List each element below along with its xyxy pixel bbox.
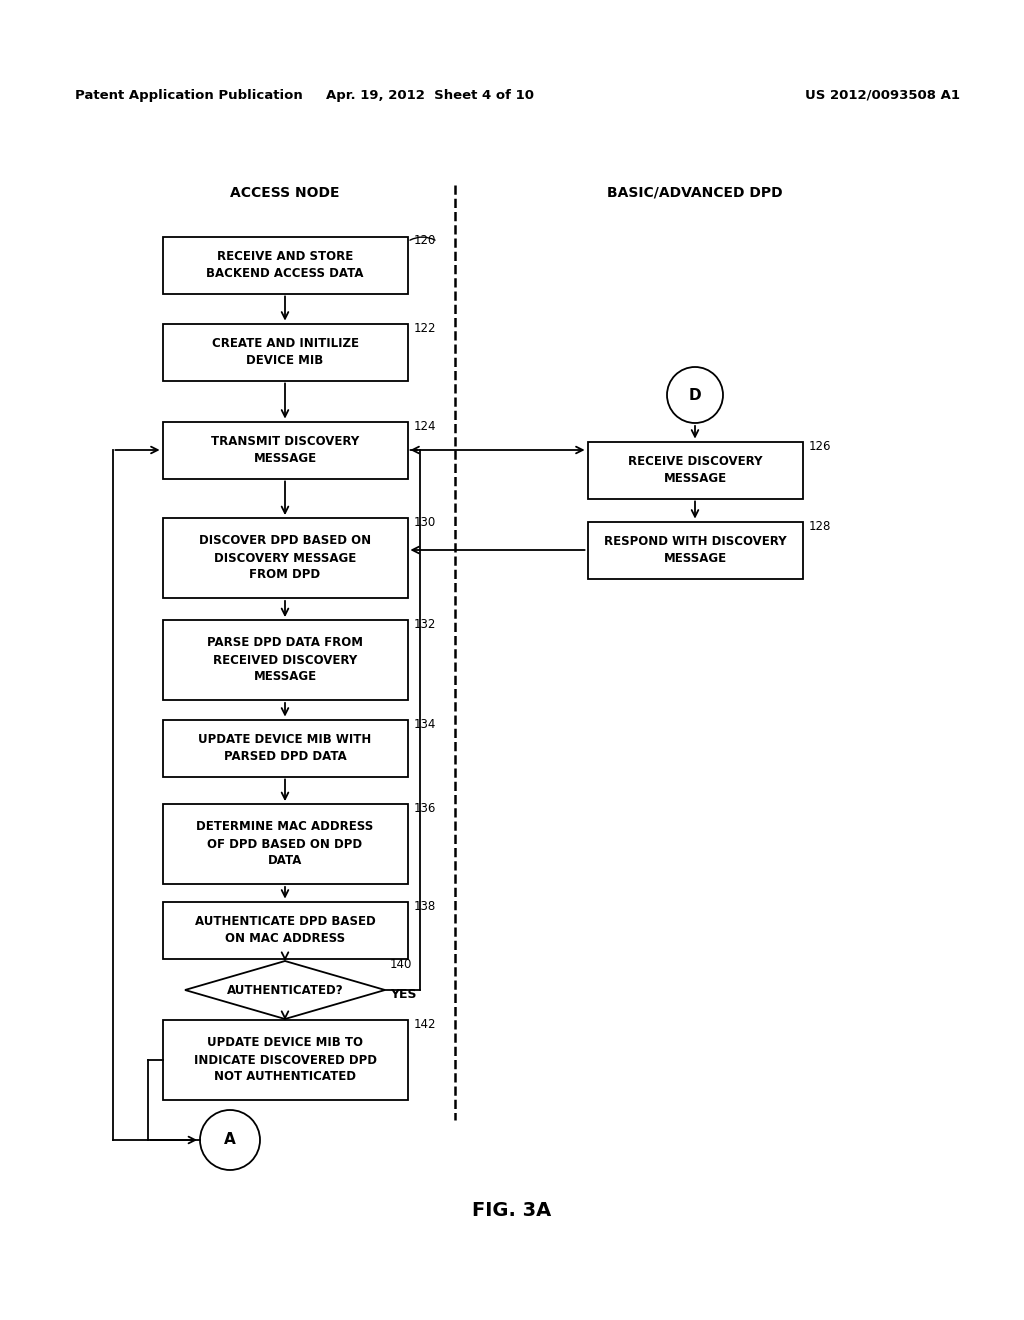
Text: ACCESS NODE: ACCESS NODE: [230, 186, 340, 201]
Bar: [163, 1020, 408, 1100]
Bar: [163, 804, 408, 884]
Text: A: A: [224, 1133, 236, 1147]
Text: 136: 136: [414, 803, 436, 814]
Text: UPDATE DEVICE MIB WITH
PARSED DPD DATA: UPDATE DEVICE MIB WITH PARSED DPD DATA: [199, 733, 372, 763]
Bar: [163, 323, 408, 380]
Bar: [163, 517, 408, 598]
Text: FIG. 3A: FIG. 3A: [472, 1200, 552, 1220]
Bar: [163, 421, 408, 479]
Text: RECEIVE DISCOVERY
MESSAGE: RECEIVE DISCOVERY MESSAGE: [628, 455, 762, 484]
Text: CREATE AND INITILIZE
DEVICE MIB: CREATE AND INITILIZE DEVICE MIB: [212, 337, 358, 367]
Circle shape: [200, 1110, 260, 1170]
Text: 132: 132: [414, 618, 436, 631]
Text: DISCOVER DPD BASED ON
DISCOVERY MESSAGE
FROM DPD: DISCOVER DPD BASED ON DISCOVERY MESSAGE …: [199, 535, 371, 582]
Text: YES: YES: [390, 989, 417, 1002]
Text: 122: 122: [414, 322, 436, 334]
Text: 140: 140: [390, 958, 413, 972]
Text: 138: 138: [414, 899, 436, 912]
Text: 126: 126: [809, 440, 831, 453]
Text: D: D: [689, 388, 701, 403]
Text: RESPOND WITH DISCOVERY
MESSAGE: RESPOND WITH DISCOVERY MESSAGE: [604, 535, 786, 565]
Text: 130: 130: [414, 516, 436, 529]
Bar: [163, 902, 408, 958]
Text: 142: 142: [414, 1018, 436, 1031]
Bar: [588, 521, 803, 578]
Text: 124: 124: [414, 420, 436, 433]
Bar: [163, 719, 408, 776]
Text: NO: NO: [264, 1027, 286, 1040]
Text: RECEIVE AND STORE
BACKEND ACCESS DATA: RECEIVE AND STORE BACKEND ACCESS DATA: [206, 249, 364, 280]
Bar: [163, 620, 408, 700]
Text: BASIC/ADVANCED DPD: BASIC/ADVANCED DPD: [607, 186, 782, 201]
Text: 120: 120: [414, 235, 436, 248]
Polygon shape: [185, 961, 385, 1019]
Text: AUTHENTICATE DPD BASED
ON MAC ADDRESS: AUTHENTICATE DPD BASED ON MAC ADDRESS: [195, 915, 376, 945]
Text: AUTHENTICATED?: AUTHENTICATED?: [226, 983, 343, 997]
Text: Apr. 19, 2012  Sheet 4 of 10: Apr. 19, 2012 Sheet 4 of 10: [326, 88, 534, 102]
Text: UPDATE DEVICE MIB TO
INDICATE DISCOVERED DPD
NOT AUTHENTICATED: UPDATE DEVICE MIB TO INDICATE DISCOVERED…: [194, 1036, 377, 1084]
Circle shape: [667, 367, 723, 422]
Text: PARSE DPD DATA FROM
RECEIVED DISCOVERY
MESSAGE: PARSE DPD DATA FROM RECEIVED DISCOVERY M…: [207, 636, 362, 684]
Text: TRANSMIT DISCOVERY
MESSAGE: TRANSMIT DISCOVERY MESSAGE: [211, 436, 359, 465]
Bar: [588, 441, 803, 499]
Text: 128: 128: [809, 520, 830, 532]
Text: 134: 134: [414, 718, 436, 730]
Text: DETERMINE MAC ADDRESS
OF DPD BASED ON DPD
DATA: DETERMINE MAC ADDRESS OF DPD BASED ON DP…: [197, 821, 374, 867]
Text: Patent Application Publication: Patent Application Publication: [75, 88, 303, 102]
Text: US 2012/0093508 A1: US 2012/0093508 A1: [805, 88, 961, 102]
Bar: [163, 236, 408, 293]
